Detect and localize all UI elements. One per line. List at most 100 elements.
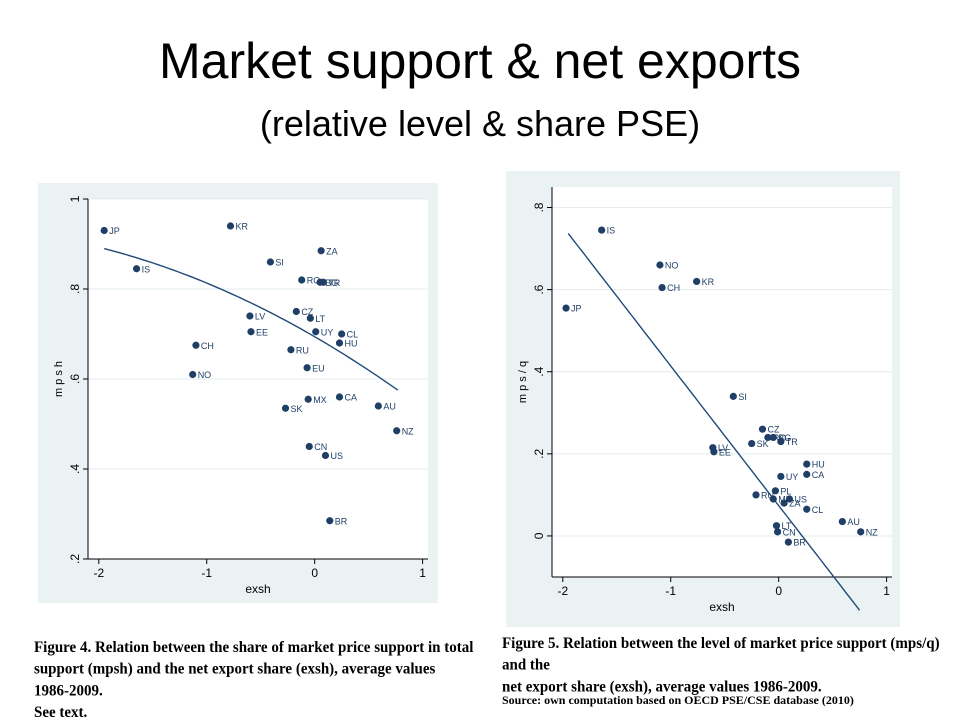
data-point [656, 261, 664, 269]
y-tick-label: .2 [532, 449, 546, 459]
point-label: NO [198, 370, 212, 380]
point-label: AU [847, 517, 860, 527]
point-label: ZA [326, 246, 338, 256]
point-label: BR [335, 516, 348, 526]
left-caption-line: See text. [34, 703, 88, 722]
y-tick-label: .6 [532, 284, 546, 294]
data-point [758, 425, 767, 433]
data-point [803, 505, 811, 513]
point-label: CH [667, 283, 680, 293]
data-point [321, 451, 330, 460]
point-label: SI [275, 258, 284, 268]
data-point [303, 364, 311, 372]
x-tick-label: 1 [419, 566, 426, 580]
data-point [306, 314, 314, 322]
left-chart-panel: .2 .4 .6 .8 1 -2 -1 0 1 exsh m p s h JP IS KR SI ZA RO BG… [38, 183, 438, 603]
data-point [319, 278, 327, 286]
point-label: KR [235, 222, 248, 232]
point-label: NZ [402, 426, 414, 436]
data-point [769, 495, 777, 503]
data-point [785, 495, 794, 503]
data-point [132, 265, 141, 273]
data-point [338, 330, 346, 338]
data-point [838, 517, 846, 526]
point-label: MX [778, 495, 792, 505]
right-caption-line: Figure 5. Relation between the level of … [502, 635, 940, 675]
point-label: CZ [301, 307, 313, 317]
right-scatter-chart: 0 .2 .4 .6 .8 -2 -1 0 1 exsh m p s / q IS NO KR CH JP SI… [506, 171, 900, 627]
x-tick-label: 0 [775, 584, 782, 598]
point-label: LT [315, 314, 325, 324]
y-axis-label: m p s h [53, 361, 65, 397]
point-label: LV [255, 312, 265, 322]
point-label: HU [812, 460, 825, 470]
point-label: PL [780, 486, 791, 496]
data-point [769, 433, 777, 442]
data-point [710, 448, 718, 456]
data-point [335, 393, 344, 401]
point-label: IS [142, 264, 151, 274]
data-point [305, 442, 313, 451]
point-label: RO [307, 276, 321, 286]
point-label: EE [719, 447, 731, 457]
data-point [562, 304, 570, 312]
point-label: US [794, 495, 807, 505]
point-label: NZ [866, 527, 878, 537]
point-label: EU [312, 363, 325, 373]
slide-subtitle: (relative level & share PSE) [259, 103, 701, 144]
y-tick-label: .4 [68, 464, 82, 474]
x-tick-label: 1 [883, 584, 890, 598]
data-point [752, 491, 760, 499]
data-point [326, 517, 334, 525]
y-tick-label: .4 [532, 366, 546, 376]
point-label: RU [296, 345, 309, 355]
point-label: RO [773, 433, 787, 443]
data-point [693, 277, 701, 286]
data-point [304, 395, 312, 403]
data-point [393, 427, 401, 435]
point-label: LV [718, 443, 728, 453]
point-label: SI [738, 392, 747, 402]
data-point [226, 222, 235, 230]
point-label: JP [571, 304, 582, 314]
y-axis-label: m p s / q [517, 361, 529, 403]
point-label: TR [328, 278, 340, 288]
data-point [777, 472, 785, 481]
data-point [247, 328, 255, 336]
data-point [784, 538, 792, 546]
x-tick-label: -2 [557, 584, 568, 598]
x-tick-label: 0 [311, 566, 318, 580]
y-tick-label: .2 [68, 554, 82, 564]
data-point [764, 433, 772, 442]
source-note: Source: own computation based on OECD PS… [502, 693, 854, 707]
right-chart-panel: 0 .2 .4 .6 .8 -2 -1 0 1 exsh m p s / q IS NO KR CH JP SI… [506, 171, 900, 627]
point-label: UY [786, 472, 799, 482]
point-label: BG [325, 278, 338, 288]
fit-line [104, 247, 399, 391]
data-point [287, 346, 295, 354]
data-point [773, 528, 782, 536]
point-label: KR [702, 277, 715, 287]
data-point [335, 339, 344, 347]
slide-title: Market support & net exports [159, 33, 801, 89]
point-label: NO [665, 261, 679, 271]
point-label: RU [761, 490, 774, 500]
x-tick-label: -1 [665, 584, 676, 598]
x-tick-label: -1 [201, 566, 212, 580]
data-point [777, 437, 785, 446]
y-tick-label: .8 [68, 284, 82, 294]
y-tick-label: 0 [532, 532, 546, 539]
data-point [771, 487, 780, 495]
x-axis-label: exsh [245, 582, 270, 596]
data-point [374, 402, 382, 410]
point-label: CL [347, 330, 359, 340]
point-label: SK [757, 439, 769, 449]
y-tick-label: 1 [68, 195, 82, 202]
point-label: AU [383, 402, 396, 412]
data-point [266, 258, 275, 266]
point-label: US [330, 451, 343, 461]
data-point [246, 312, 254, 320]
data-point [292, 307, 300, 316]
data-point [803, 470, 811, 478]
plot-area [552, 187, 892, 577]
